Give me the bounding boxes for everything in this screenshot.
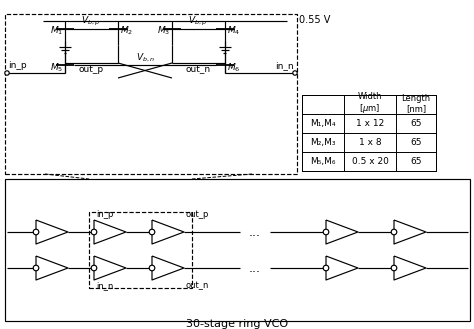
Text: out_n: out_n [186, 281, 210, 290]
Text: $V_{b,p}$: $V_{b,p}$ [82, 14, 100, 28]
Circle shape [149, 229, 155, 235]
Text: out_n: out_n [185, 65, 210, 74]
Circle shape [391, 229, 397, 235]
Circle shape [293, 71, 297, 75]
Text: in_n: in_n [96, 281, 113, 290]
Bar [5, 14, 297, 174]
Text: M₅,M₆: M₅,M₆ [310, 157, 336, 166]
Text: $M_3$: $M_3$ [157, 25, 170, 37]
Circle shape [391, 265, 397, 271]
Text: in_p: in_p [8, 62, 27, 70]
Text: $M_5$: $M_5$ [50, 62, 63, 74]
Text: in_p: in_p [96, 210, 113, 219]
Text: Width
[$\mu$m]: Width [$\mu$m] [358, 91, 382, 115]
Circle shape [33, 229, 39, 235]
Circle shape [323, 265, 329, 271]
Text: M₂,M₃: M₂,M₃ [310, 138, 336, 147]
Text: $M_6$: $M_6$ [227, 62, 240, 74]
Circle shape [91, 229, 97, 235]
Text: 0.5 x 20: 0.5 x 20 [352, 157, 388, 166]
Text: $M_4$: $M_4$ [227, 25, 240, 37]
Bar [5, 179, 470, 321]
Text: ...: ... [249, 262, 261, 274]
Text: $M_2$: $M_2$ [120, 25, 133, 37]
Circle shape [323, 229, 329, 235]
Circle shape [149, 265, 155, 271]
Text: Length
[nm]: Length [nm] [401, 94, 430, 113]
Text: M₁,M₄: M₁,M₄ [310, 119, 336, 128]
Circle shape [33, 265, 39, 271]
Text: 0.55 V: 0.55 V [299, 15, 330, 25]
Text: 30-stage ring VCO: 30-stage ring VCO [186, 319, 288, 329]
Bar [89, 212, 192, 288]
Text: 1 x 12: 1 x 12 [356, 119, 384, 128]
Text: out_p: out_p [78, 65, 103, 74]
Text: 65: 65 [410, 157, 422, 166]
Text: 1 x 8: 1 x 8 [359, 138, 381, 147]
Circle shape [5, 71, 9, 75]
Text: $V_{b,p}$: $V_{b,p}$ [189, 14, 208, 28]
Bar [302, 95, 436, 171]
Text: $M_1$: $M_1$ [50, 25, 63, 37]
Circle shape [91, 265, 97, 271]
Text: ...: ... [249, 225, 261, 239]
Text: in_n: in_n [275, 62, 294, 70]
Text: out_p: out_p [186, 210, 210, 219]
Text: 65: 65 [410, 119, 422, 128]
Text: $V_{b,n}$: $V_{b,n}$ [136, 52, 155, 64]
Text: 65: 65 [410, 138, 422, 147]
